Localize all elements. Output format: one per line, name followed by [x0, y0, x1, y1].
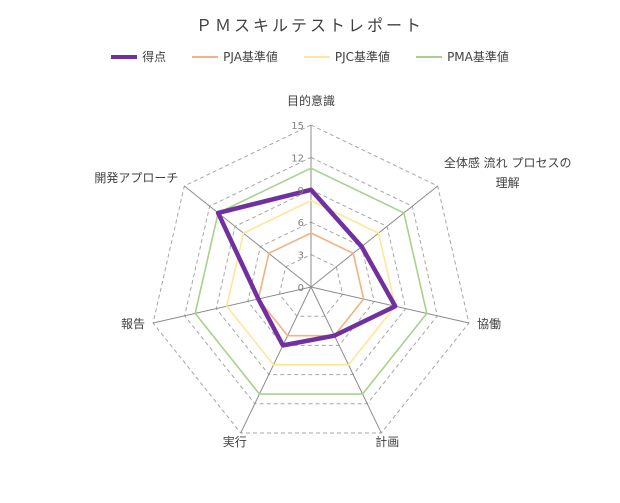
axis-label-2: 全体感 流れ プロセスの理解 [444, 155, 572, 190]
radar-grid [152, 124, 470, 434]
axis-spoke-2 [310, 185, 438, 288]
chart-title: ＰＭスキルテストレポート [195, 16, 424, 35]
legend-swatch [303, 55, 330, 58]
tick-label-6: 6 [298, 218, 304, 229]
axis-spoke-6 [152, 286, 312, 324]
legend-label: PMA基準値 [447, 50, 509, 64]
legend-swatch [111, 54, 138, 59]
axis-spoke-7 [184, 185, 312, 288]
axis-label-7: 開発アプローチ [94, 171, 178, 185]
series-line-2 [257, 232, 365, 337]
grid-ring-6 [247, 221, 375, 346]
legend-label: 得点 [142, 50, 167, 64]
tick-label-12: 12 [291, 153, 304, 164]
axis-spoke-4 [310, 286, 382, 434]
tick-label-3: 3 [298, 251, 304, 262]
axis-label-3: 協働 [477, 316, 501, 331]
grid-ring-15 [152, 124, 470, 434]
radial-tick-labels: 0 3 6 9 12 15 [291, 121, 304, 294]
axis-spoke-5 [240, 286, 312, 434]
legend-item-2: PJA基準値 [192, 48, 278, 65]
legend-item-1: 得点 [111, 48, 166, 65]
legend-label: PJA基準値 [223, 50, 278, 64]
legend-item-3: PJC基準値 [303, 48, 391, 65]
tick-label-9: 9 [298, 186, 304, 197]
axis-label-4: 計画 [375, 434, 399, 449]
legend-swatch [192, 55, 219, 58]
series-line-4 [194, 167, 428, 395]
tick-label-0: 0 [298, 283, 304, 294]
series-line-1 [215, 187, 398, 348]
axis-spoke-3 [310, 286, 470, 324]
legend-swatch [416, 55, 443, 58]
radar-series [194, 167, 428, 395]
grid-ring-12 [184, 156, 438, 405]
legend: 得点 PJA基準値 PJC基準値 PMA基準値 [0, 48, 620, 65]
axis-label-6: 報告 [121, 317, 145, 331]
axis-label-5: 実行 [223, 434, 247, 449]
grid-ring-3 [278, 254, 344, 317]
legend-item-4: PMA基準値 [416, 48, 509, 65]
legend-label: PJC基準値 [334, 50, 391, 64]
tick-label-15: 15 [291, 121, 304, 132]
series-line-3 [225, 199, 397, 366]
axis-label-1: 目的意識 [287, 93, 335, 108]
